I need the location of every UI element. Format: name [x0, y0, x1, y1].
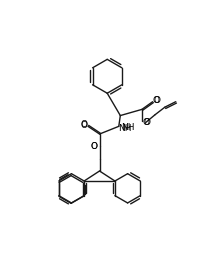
Text: O: O: [152, 96, 159, 105]
Text: O: O: [154, 96, 161, 105]
Text: NH: NH: [118, 124, 132, 133]
Text: O: O: [91, 142, 98, 151]
Text: NH: NH: [121, 123, 135, 132]
Text: O: O: [142, 118, 149, 127]
Text: O: O: [81, 121, 88, 130]
Text: O: O: [144, 118, 151, 127]
Text: O: O: [81, 120, 88, 129]
Text: O: O: [91, 142, 98, 151]
